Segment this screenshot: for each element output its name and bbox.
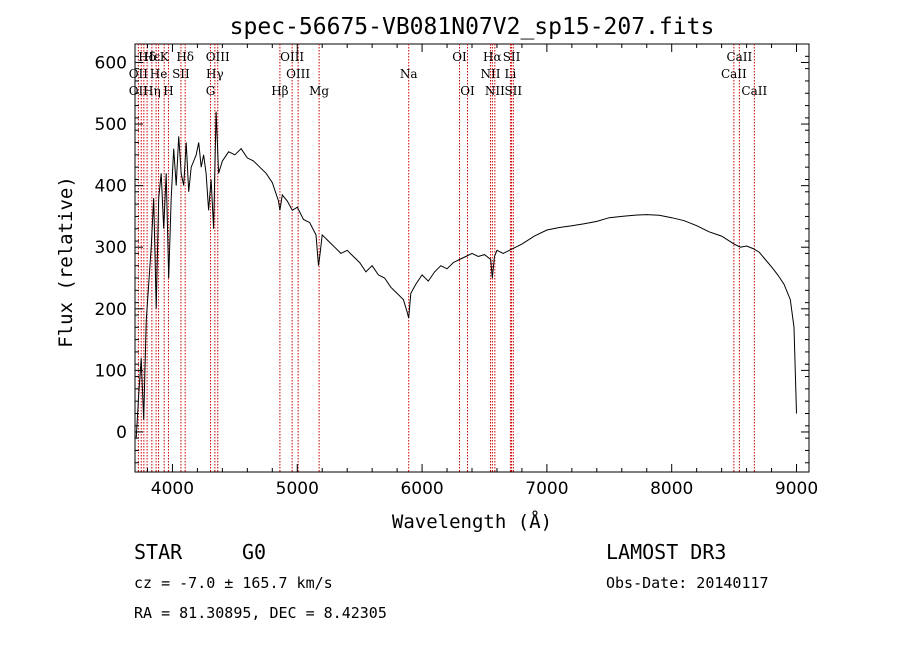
line-label-10: OIII <box>206 50 230 64</box>
line-label-27: CaII <box>721 67 747 81</box>
plot-frame <box>134 43 810 473</box>
y-tick-label-300: 300 <box>95 238 127 258</box>
line-label-11: Hγ <box>206 67 224 81</box>
line-label-15: OIII <box>286 67 310 81</box>
line-label-19: OI <box>460 84 475 98</box>
line-label-9: Hδ <box>176 50 194 64</box>
line-label-25: SII <box>504 84 522 98</box>
x-tick-label-7000: 7000 <box>525 479 568 499</box>
line-label-7: SII <box>172 67 190 81</box>
line-label-13: Hβ <box>271 84 288 98</box>
coordinates: RA = 81.30895, DEC = 8.42305 <box>134 604 387 622</box>
y-tick-label-100: 100 <box>95 361 127 381</box>
line-label-21: NII <box>480 67 500 81</box>
observation-date: Obs-Date: 20140117 <box>606 574 769 592</box>
axis-ticks <box>135 44 809 472</box>
chart-title: spec-56675-VB081N07V2_sp15-207.fits <box>230 14 715 40</box>
line-label-0: Hδ <box>138 50 156 64</box>
line-label-22: NII <box>485 84 505 98</box>
line-label-4: He <box>150 67 168 81</box>
object-subclass: G0 <box>242 540 267 564</box>
x-tick-label-4000: 4000 <box>151 479 194 499</box>
y-tick-label-200: 200 <box>95 300 127 320</box>
line-label-2: OII <box>129 84 149 98</box>
y-tick-label-0: 0 <box>116 423 127 443</box>
line-label-28: CaII <box>741 84 767 98</box>
survey-name: LAMOST DR3 <box>606 540 727 564</box>
line-label-26: CaII <box>726 50 752 64</box>
y-tick-label-400: 400 <box>95 177 127 197</box>
line-label-3: Hε <box>144 50 161 64</box>
redshift-velocity: cz = -7.0 ± 165.7 km/s <box>134 574 333 592</box>
line-label-1: OII <box>129 67 149 81</box>
line-label-20: Hα <box>483 50 502 64</box>
y-tick-label-500: 500 <box>95 115 127 135</box>
axis-tick-labels: 4000 5000 6000 7000 8000 9000 0 100 200 300 400 500… <box>95 53 819 499</box>
spectral-line-markers <box>137 44 755 472</box>
line-label-5: Hη <box>143 84 161 98</box>
x-tick-label-8000: 8000 <box>650 479 693 499</box>
x-axis-label: Wavelength (Å) <box>392 510 552 533</box>
flux-series-line <box>135 111 797 439</box>
y-axis-label: Flux (relative) <box>55 176 77 348</box>
x-tick-label-6000: 6000 <box>400 479 443 499</box>
line-label-6: K <box>160 50 170 64</box>
line-label-18: OI <box>452 50 467 64</box>
x-tick-label-9000: 9000 <box>775 479 818 499</box>
object-class: STAR <box>134 540 183 564</box>
line-label-16: Mg <box>309 84 329 98</box>
line-label-8: H <box>163 84 173 98</box>
line-label-17: Na <box>400 67 418 81</box>
y-tick-label-600: 600 <box>95 53 127 73</box>
line-label-23: SII <box>503 50 521 64</box>
line-label-24: Li <box>505 67 517 81</box>
line-label-12: G <box>206 84 216 98</box>
x-tick-label-5000: 5000 <box>276 479 319 499</box>
line-label-14: OIII <box>280 50 304 64</box>
